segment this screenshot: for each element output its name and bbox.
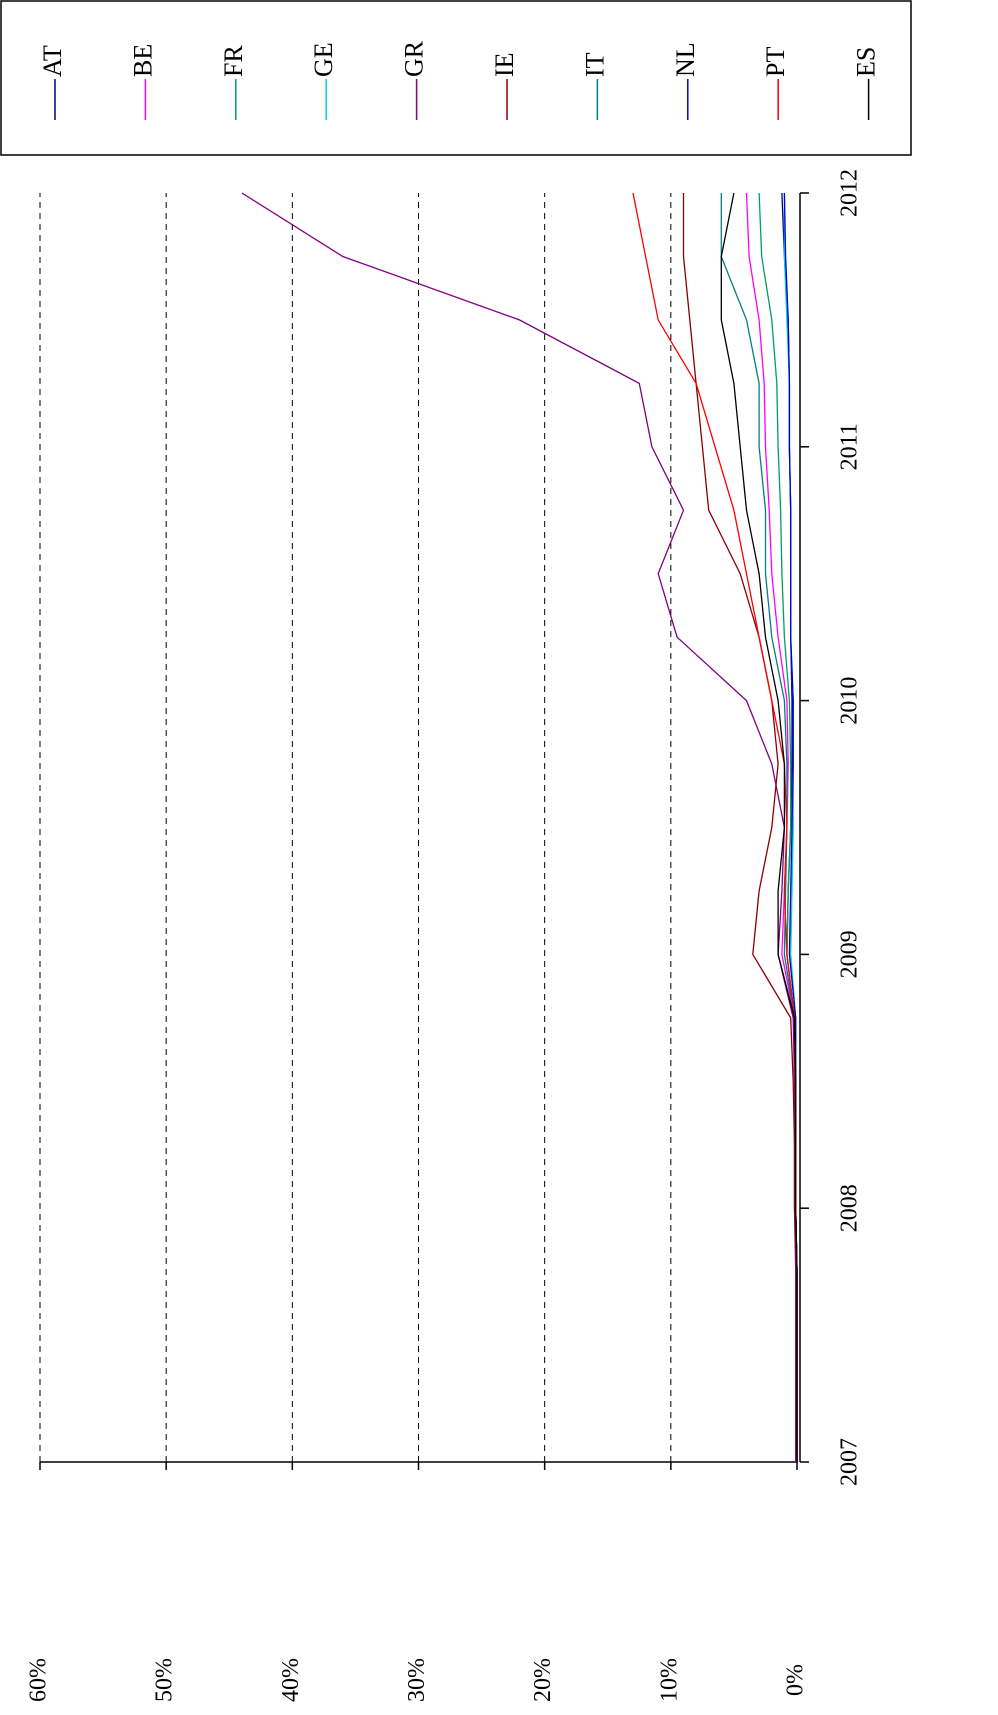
series-line <box>720 193 798 1462</box>
x-tick-label: 2007 <box>837 1438 863 1486</box>
y-tick-label: 0% <box>783 1664 809 1696</box>
series-line <box>720 192 798 1462</box>
legend-label: ES <box>852 47 881 77</box>
x-tick-label: 2010 <box>837 677 863 725</box>
legend-label: PT <box>761 47 790 77</box>
legend-label: FR <box>219 45 248 77</box>
legend-box <box>0 0 912 156</box>
legend-label: IE <box>490 52 519 77</box>
series-line <box>682 193 798 1462</box>
y-tick-label: 60% <box>26 1658 52 1702</box>
y-tick-label: 10% <box>656 1658 682 1702</box>
y-tick-label: 40% <box>278 1658 304 1702</box>
legend-label: AT <box>38 45 67 77</box>
legend-label: GE <box>309 42 338 77</box>
series-line <box>241 192 797 1462</box>
legend-label: GR <box>400 40 429 77</box>
x-tick-label: 2012 <box>837 169 863 217</box>
x-tick-label: 2011 <box>837 423 863 470</box>
y-tick-label: 50% <box>152 1658 178 1702</box>
x-tick-label: 2009 <box>837 930 863 978</box>
legend-label: BE <box>128 44 157 77</box>
legend-label: IT <box>580 52 609 77</box>
legend-label: NL <box>671 42 700 77</box>
rotated-plot: 0% 10% 20% 30% 40% 50% 60% 2007 2008 2009 2010 2011… <box>0 0 912 1702</box>
x-tick-label: 2008 <box>837 1184 863 1232</box>
y-tick-label: 20% <box>530 1658 556 1702</box>
y-tick-label: 30% <box>404 1658 430 1702</box>
